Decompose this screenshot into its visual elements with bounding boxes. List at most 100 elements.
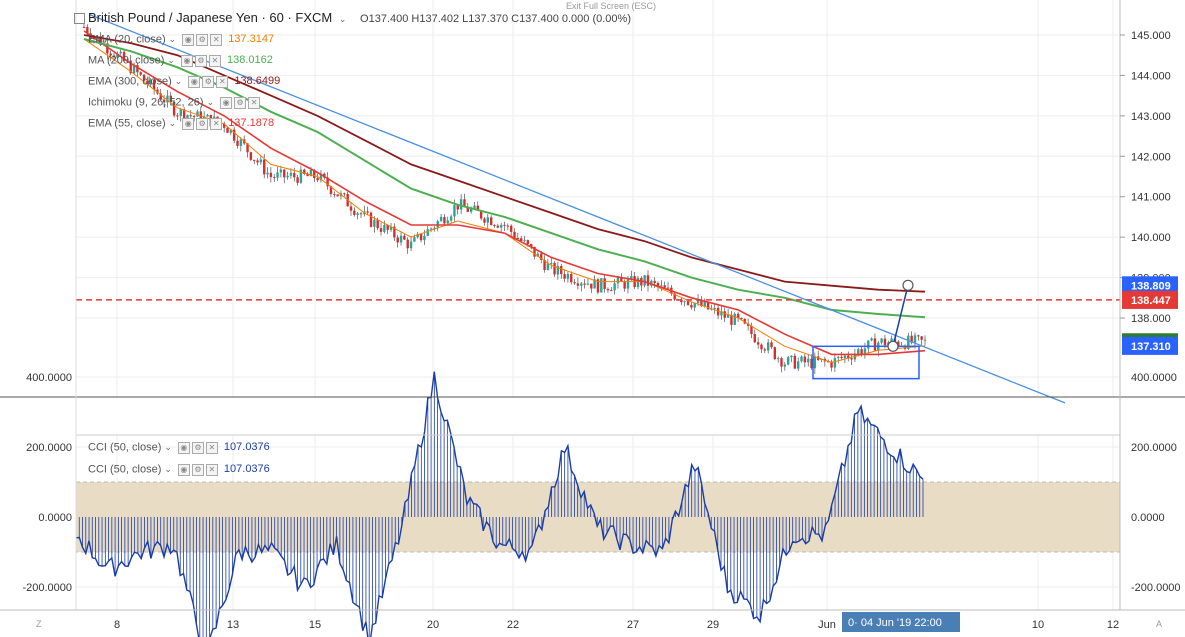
price-tag-bg bbox=[1122, 290, 1178, 309]
candle bbox=[770, 342, 773, 348]
gear-icon[interactable]: ⚙ bbox=[234, 97, 247, 109]
price-axis[interactable]: 145.000 144.000 143.000 142.000 141.000 140.0… bbox=[1120, 30, 1171, 325]
indicator-legend-4[interactable]: EMA (55, close) ⌄ ◉ ⚙ ✕ 137.1878 bbox=[88, 117, 274, 130]
chevron-down-icon[interactable]: ⌄ bbox=[168, 118, 177, 129]
chevron-down-icon[interactable]: ⌄ bbox=[164, 442, 172, 453]
chevron-down-icon[interactable]: ⌄ bbox=[167, 55, 175, 66]
chevron-down-icon[interactable]: ⌄ bbox=[174, 76, 183, 87]
cci-axis[interactable]: 400.0000200.00000.0000-200.0000-400.0000… bbox=[22, 372, 1180, 637]
close-icon[interactable]: ✕ bbox=[216, 76, 229, 88]
exit-fullscreen-hint[interactable]: Exit Full Screen (ESC) bbox=[566, 1, 657, 11]
candle bbox=[583, 283, 586, 285]
eye-icon[interactable]: ◉ bbox=[177, 464, 190, 476]
candle bbox=[917, 335, 920, 337]
candle bbox=[186, 115, 189, 121]
candle bbox=[403, 235, 406, 240]
gear-icon[interactable]: ⚙ bbox=[202, 76, 215, 88]
legend-buttons[interactable]: ◉ ⚙ ✕ bbox=[182, 33, 224, 46]
candle bbox=[740, 317, 743, 320]
indicator-legend-2[interactable]: EMA (300, close) ⌄ ◉ ⚙ ✕ 138.6499 bbox=[88, 75, 280, 88]
close-icon[interactable]: ✕ bbox=[210, 118, 223, 130]
candle bbox=[760, 344, 763, 350]
candle bbox=[596, 279, 600, 293]
candle bbox=[199, 111, 203, 123]
price-tick-label: 138.000 bbox=[1131, 313, 1171, 325]
candle bbox=[273, 177, 276, 179]
eye-icon[interactable]: ◉ bbox=[182, 118, 195, 130]
cci-legend-0[interactable]: CCI (50, close) ⌄ ◉ ⚙ ✕ 107.0376 bbox=[88, 441, 270, 454]
candle bbox=[122, 51, 126, 61]
eye-icon[interactable]: ◉ bbox=[220, 97, 233, 109]
symbol-title[interactable]: British Pound / Japanese Yen · 60 · FXCM bbox=[88, 10, 333, 25]
zoom-corner[interactable]: Z bbox=[36, 619, 42, 629]
close-icon[interactable]: ✕ bbox=[210, 34, 223, 46]
candle bbox=[813, 356, 817, 369]
candle bbox=[656, 283, 660, 287]
trendline[interactable] bbox=[89, 14, 1066, 404]
candle bbox=[343, 193, 346, 195]
gear-icon[interactable]: ⚙ bbox=[196, 118, 209, 130]
cci-tick-label-left: -200.0000 bbox=[22, 582, 72, 594]
candle bbox=[897, 341, 900, 347]
close-icon[interactable]: ✕ bbox=[248, 97, 261, 109]
gear-icon[interactable]: ⚙ bbox=[191, 464, 204, 476]
candle bbox=[880, 338, 883, 343]
indicator-legend-3[interactable]: Ichimoku (9, 26, 52, 26) ⌄ ◉ ⚙ ✕ bbox=[88, 96, 266, 109]
candle bbox=[293, 172, 296, 178]
candle bbox=[376, 219, 379, 229]
candle bbox=[142, 74, 146, 81]
indicator-label: EMA (300, close) bbox=[88, 75, 172, 88]
gear-icon[interactable]: ⚙ bbox=[191, 442, 204, 454]
gear-icon[interactable]: ⚙ bbox=[194, 55, 207, 67]
close-icon[interactable]: ✕ bbox=[205, 442, 218, 454]
candle bbox=[603, 278, 606, 289]
candle bbox=[840, 356, 843, 359]
price-tick-label: 143.000 bbox=[1131, 111, 1171, 123]
candle bbox=[299, 169, 303, 183]
candle bbox=[386, 224, 389, 230]
eye-icon[interactable]: ◉ bbox=[182, 34, 195, 46]
chevron-down-icon[interactable]: ⌄ bbox=[168, 34, 177, 45]
legend-buttons[interactable]: ◉ ⚙ ✕ bbox=[182, 117, 224, 130]
candle bbox=[172, 101, 176, 116]
close-icon[interactable]: ✕ bbox=[208, 55, 221, 67]
chevron-down-icon[interactable]: ⌄ bbox=[164, 464, 172, 475]
legend-buttons[interactable]: ◉ ⚙ ✕ bbox=[188, 75, 230, 88]
cci-legend-1[interactable]: CCI (50, close) ⌄ ◉ ⚙ ✕ 107.0376 bbox=[88, 463, 270, 476]
legend-buttons[interactable]: ◉ ⚙ ✕ bbox=[180, 54, 223, 67]
indicator-label: Ichimoku (9, 26, 52, 26) bbox=[88, 96, 204, 109]
time-axis[interactable]: 8 13 15 20 22 27 29 Jun 10 12 bbox=[114, 619, 1119, 631]
eye-icon[interactable]: ◉ bbox=[180, 55, 193, 67]
candle bbox=[706, 301, 710, 310]
legend-buttons[interactable]: ◉ ⚙ ✕ bbox=[177, 441, 220, 454]
indicator-legend-0[interactable]: EMA (20, close) ⌄ ◉ ⚙ ✕ 137.3147 bbox=[88, 33, 274, 46]
cci-band bbox=[75, 481, 1121, 553]
close-icon[interactable]: ✕ bbox=[205, 464, 218, 476]
candle bbox=[700, 299, 703, 307]
candle bbox=[232, 129, 236, 141]
candle bbox=[116, 53, 119, 58]
legend-buttons[interactable]: ◉ ⚙ ✕ bbox=[220, 96, 262, 109]
indicator-legend-1[interactable]: MA (200, close) ⌄ ◉ ⚙ ✕ 138.0162 bbox=[88, 54, 273, 67]
candle bbox=[433, 227, 436, 229]
candle bbox=[406, 239, 409, 249]
chevron-down-icon[interactable]: ⌄ bbox=[206, 97, 215, 108]
square-icon[interactable] bbox=[74, 13, 85, 24]
candle bbox=[303, 169, 306, 174]
candle bbox=[703, 301, 706, 307]
candle bbox=[506, 225, 510, 227]
eye-icon[interactable]: ◉ bbox=[177, 442, 190, 454]
candle bbox=[610, 290, 613, 292]
gear-icon[interactable]: ⚙ bbox=[196, 34, 209, 46]
consolidation-box[interactable] bbox=[812, 345, 920, 380]
eye-icon[interactable]: ◉ bbox=[188, 76, 201, 88]
candle bbox=[570, 273, 573, 283]
candle bbox=[419, 233, 423, 241]
candle bbox=[456, 205, 459, 210]
auto-scale-corner[interactable]: A bbox=[1156, 619, 1163, 629]
chevron-down-icon[interactable]: ⌄ bbox=[338, 14, 347, 24]
candle bbox=[803, 356, 807, 363]
breakout-arrow[interactable] bbox=[887, 279, 914, 352]
legend-buttons[interactable]: ◉ ⚙ ✕ bbox=[177, 463, 220, 476]
